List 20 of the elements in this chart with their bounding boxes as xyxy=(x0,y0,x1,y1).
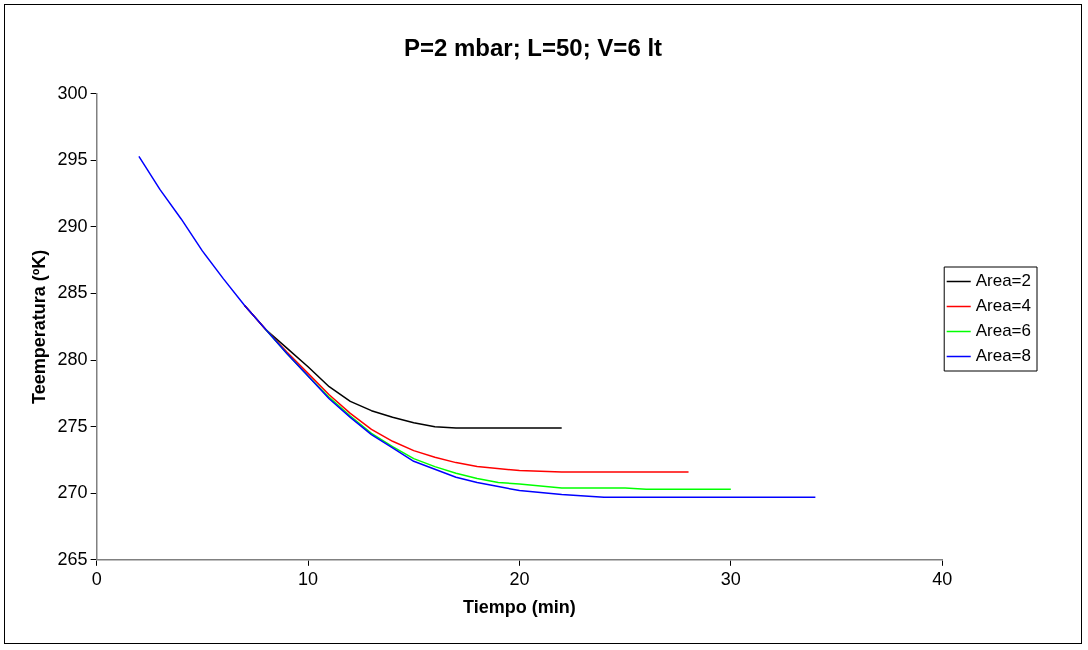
x-tick-label: 10 xyxy=(298,568,319,589)
legend-label: Area=6 xyxy=(975,321,1032,341)
x-tick-label: 40 xyxy=(932,568,953,589)
y-tick-label: 280 xyxy=(57,349,88,370)
y-tick-label: 285 xyxy=(57,282,88,303)
y-tick-label: 300 xyxy=(57,82,88,103)
y-tick-label: 270 xyxy=(57,482,88,503)
chart-title: P=2 mbar; L=50; V=6 lt xyxy=(403,34,663,62)
y-tick-label: 275 xyxy=(57,415,88,436)
y-axis-title: Teemperatura (ºK) xyxy=(28,249,49,404)
x-tick-label: 20 xyxy=(509,568,530,589)
y-tick-label: 290 xyxy=(57,215,88,236)
x-tick-label: 0 xyxy=(91,568,102,589)
legend-label: Area=4 xyxy=(975,296,1032,316)
y-tick-label: 265 xyxy=(57,548,88,569)
legend-label: Area=8 xyxy=(975,346,1032,366)
y-tick-label: 295 xyxy=(57,149,88,170)
x-tick-label: 30 xyxy=(720,568,741,589)
legend-label: Area=2 xyxy=(975,271,1032,291)
x-axis-title: Tiempo (min) xyxy=(463,597,576,618)
